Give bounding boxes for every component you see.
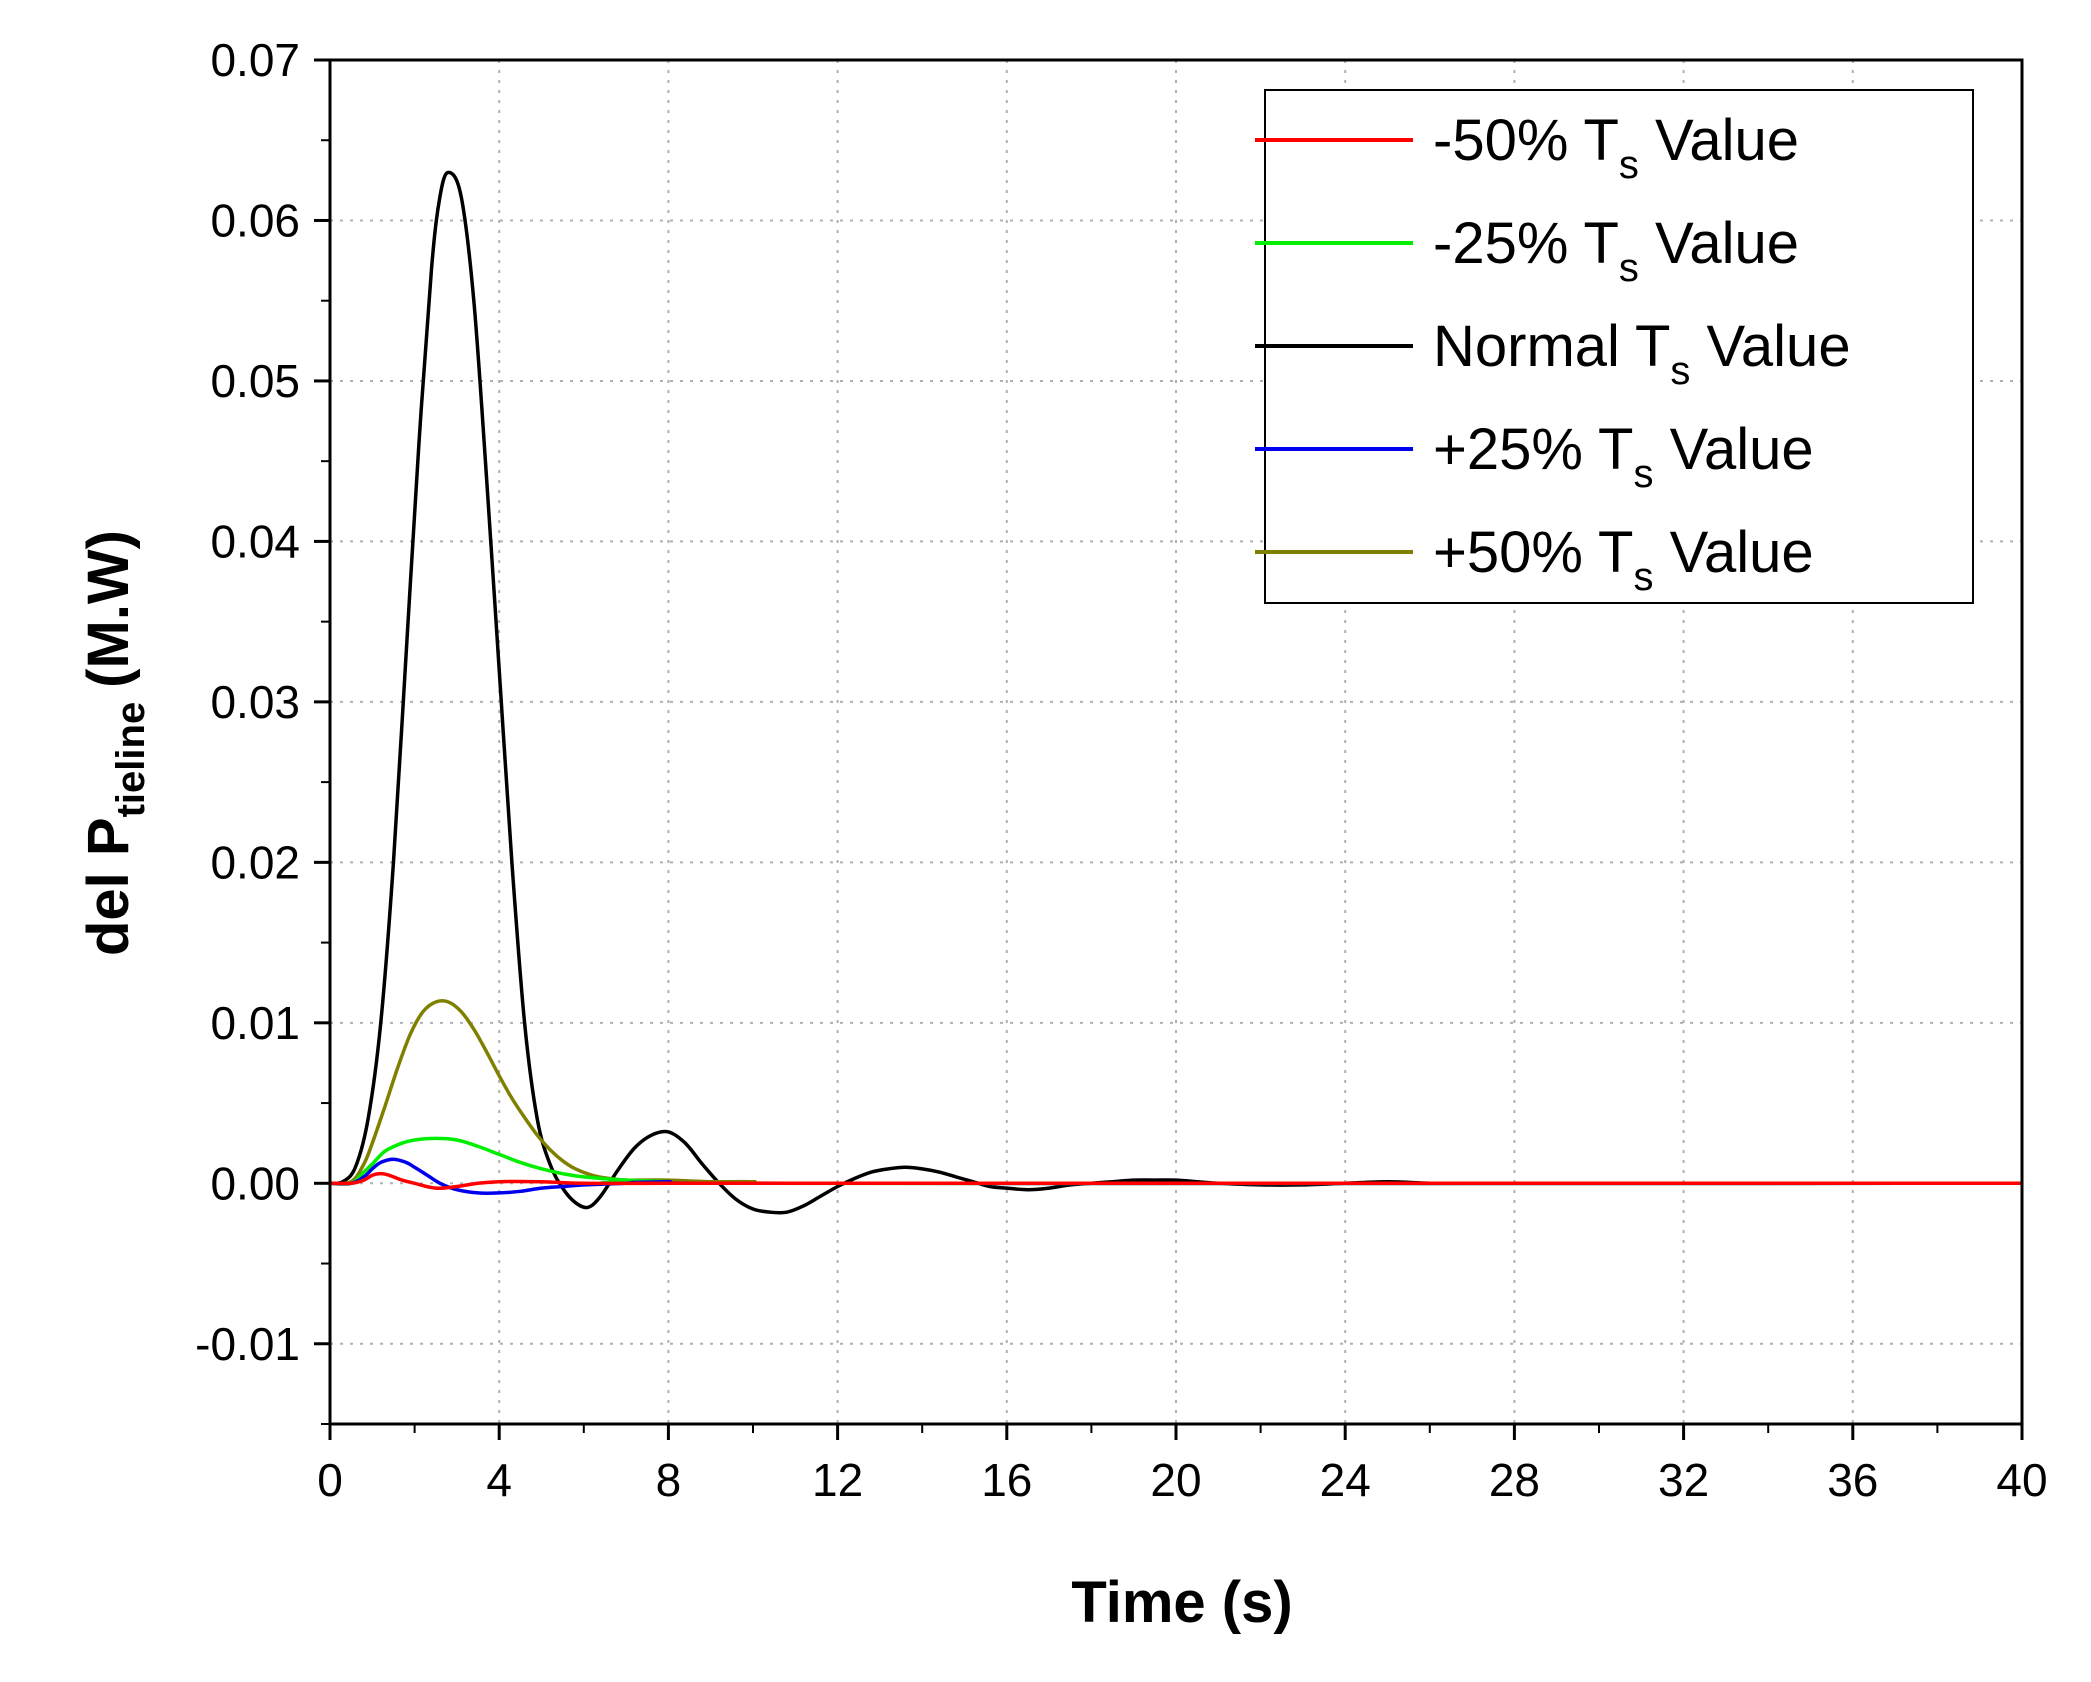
y-tick-label: 0.01 [210,997,300,1049]
y-axis-title-main: del P [76,817,141,956]
legend-label-subscript: s [1633,555,1653,599]
x-tick-label: 24 [1320,1454,1371,1506]
x-tick-label: 36 [1827,1454,1878,1506]
x-tick-label: 0 [317,1454,343,1506]
axis-ticks [314,58,2024,1440]
legend-label-text: +50% T [1433,520,1633,585]
tick-labels: 0 4 8 12 16 20 24 28 32 36 40 -0.01 0.00 0.01 0.02 0.03… [195,34,2047,1506]
legend-label-text: -50% T [1433,108,1619,173]
series-line-normal-ts-value [329,170,2022,1215]
x-tick-label: 12 [812,1454,863,1506]
x-tick-label: 28 [1489,1454,1540,1506]
y-tick-label: 0.05 [210,355,300,407]
legend-label-subscript: s [1619,246,1639,290]
y-tick-label: 0.03 [210,676,300,728]
x-tick-label: 40 [1996,1454,2047,1506]
legend-label-subscript: s [1633,452,1653,496]
legend-label-text: -25% T [1433,211,1619,276]
legend-label-suffix: Value [1653,520,1813,585]
y-axis-title: del Ptieline (M.W) [76,530,153,956]
x-tick-label: 20 [1150,1454,1201,1506]
y-tick-label: 0.06 [210,194,300,246]
legend-label-text: +25% T [1433,417,1633,482]
y-tick-label: 0.07 [210,34,300,86]
legend-label-suffix: Value [1690,314,1850,379]
y-tick-label: 0.04 [210,515,300,567]
x-tick-label: 16 [981,1454,1032,1506]
series-line-50-ts-value [329,1171,2022,1190]
y-tick-label: -0.01 [195,1318,300,1370]
x-tick-label: 8 [656,1454,682,1506]
legend-label-subscript: s [1619,143,1639,187]
legend-label-suffix: Value [1653,417,1813,482]
y-tick-label: 0.00 [210,1157,300,1209]
legend-label-50-ts-value: -50% Ts Value [1433,108,1799,187]
legend-label-subscript: s [1670,349,1690,393]
legend-label-25-ts-value: +25% Ts Value [1433,417,1814,496]
legend-label-normal-ts-value: Normal Ts Value [1433,314,1851,393]
y-axis-title-unit: (M.W) [76,530,141,688]
legend-label-50-ts-value: +50% Ts Value [1433,520,1814,599]
x-tick-label: 32 [1658,1454,1709,1506]
legend-label-suffix: Value [1639,211,1799,276]
series-lines [329,170,2023,1215]
x-tick-label: 4 [486,1454,512,1506]
y-tick-label: 0.02 [210,836,300,888]
legend-label-suffix: Value [1639,108,1799,173]
legend-label-25-ts-value: -25% Ts Value [1433,211,1799,290]
y-axis-title-subscript: tieline [109,702,153,818]
x-axis-title: Time (s) [1071,1570,1292,1635]
legend-label-text: Normal T [1433,314,1670,379]
